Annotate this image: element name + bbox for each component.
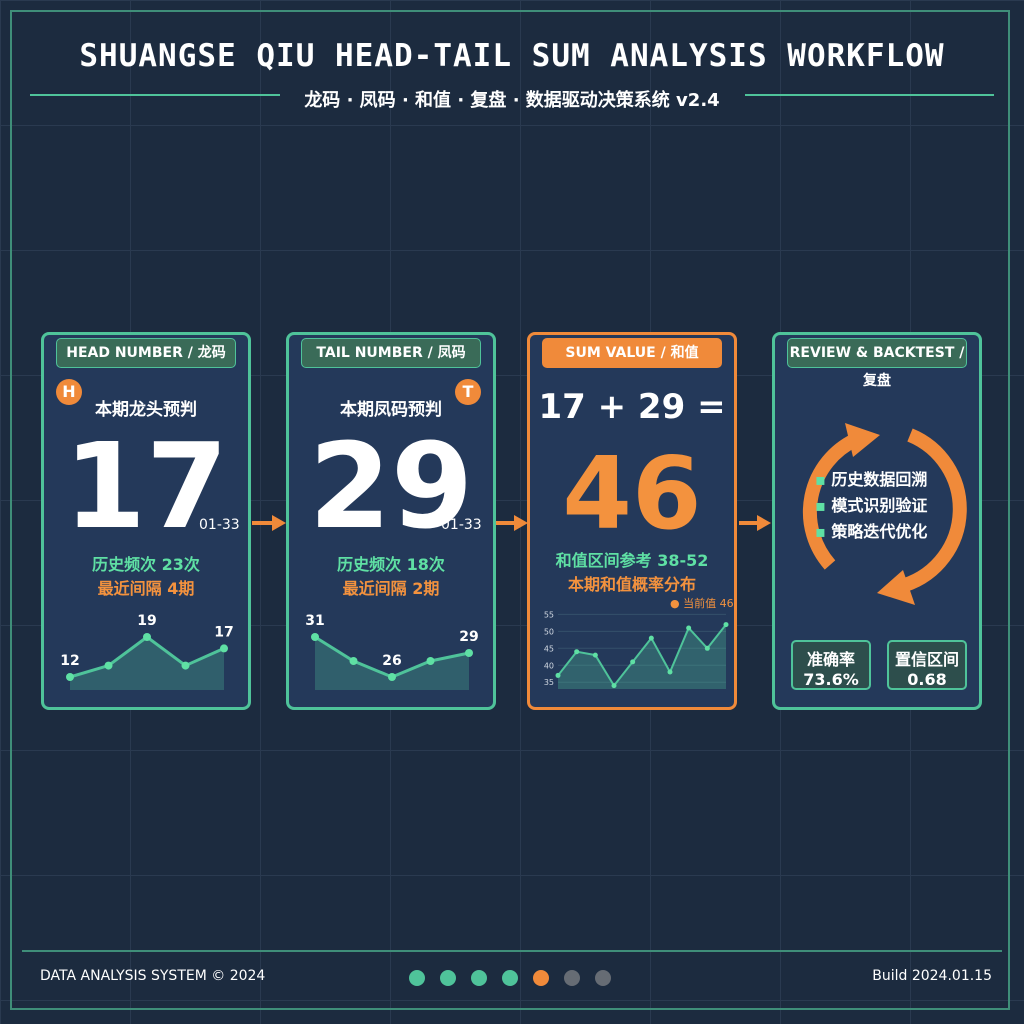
point-label: 26 bbox=[382, 653, 401, 669]
metric-label: 置信区间 bbox=[894, 650, 959, 669]
sparkline: 12 19 17 bbox=[60, 613, 234, 690]
title: SHUANGSE QIU HEAD-TAIL SUM ANALYSIS WORK… bbox=[79, 38, 945, 74]
point bbox=[465, 649, 473, 657]
point bbox=[220, 644, 228, 653]
area bbox=[315, 637, 469, 690]
card: REVIEW & BACKTEST / 复盘 ▪ 历史数据回溯 ▪ 模式识别验证… bbox=[772, 332, 982, 710]
subtitle: 龙码 · 凤码 · 和值 · 复盘 · 数据驱动决策系统 v2.4 bbox=[304, 90, 720, 111]
legend: ● 当前值 46 bbox=[670, 597, 734, 610]
point bbox=[686, 625, 692, 631]
caption: 本期凤码预判 bbox=[340, 400, 442, 420]
line bbox=[557, 623, 727, 688]
review-item: ▪ 历史数据回溯 bbox=[815, 470, 928, 489]
point bbox=[667, 669, 673, 675]
card-label: HEAD NUMBER / 龙码 bbox=[56, 338, 236, 368]
stat: 和值区间参考 38-52 bbox=[555, 551, 709, 570]
stat: 历史频次 18次 bbox=[337, 555, 445, 574]
footer-right: Build 2024.01.15 bbox=[872, 968, 992, 984]
point bbox=[311, 633, 319, 641]
point bbox=[555, 672, 561, 678]
review-list: ▪ 历史数据回溯 ▪ 模式识别验证 ▪ 策略迭代优化 bbox=[815, 467, 927, 545]
page-dots bbox=[409, 970, 611, 986]
point bbox=[66, 673, 74, 681]
y-tick-label: 50 bbox=[544, 627, 554, 636]
point bbox=[648, 635, 654, 641]
point-label: 29 bbox=[459, 629, 478, 645]
point bbox=[704, 645, 710, 651]
stat: 本期和值概率分布 bbox=[567, 575, 696, 594]
cycle-icon bbox=[802, 423, 967, 605]
badge: H bbox=[56, 379, 82, 405]
metric: 准确率 73.6% bbox=[791, 640, 871, 690]
point bbox=[630, 659, 636, 665]
card-label: TAIL NUMBER / 凤码 bbox=[301, 338, 481, 368]
y-tick-label: 45 bbox=[544, 644, 554, 653]
point bbox=[181, 661, 190, 670]
big-number: 17 bbox=[63, 417, 229, 555]
sparkline: 31 26 29 bbox=[305, 613, 479, 690]
point bbox=[104, 661, 113, 670]
area bbox=[558, 624, 726, 689]
card-label: SUM VALUE / 和值 bbox=[542, 338, 722, 368]
point bbox=[426, 657, 435, 665]
card: TAIL NUMBER / 凤码 T 本期凤码预判 29 01-33 历史频次 … bbox=[286, 332, 496, 710]
stat: 最近间隔 2期 bbox=[342, 579, 440, 598]
point-label: 31 bbox=[305, 613, 324, 629]
big-number: 46 bbox=[562, 435, 702, 552]
metric: 置信区间 0.68 bbox=[887, 640, 967, 690]
big-number: 29 bbox=[308, 417, 474, 555]
badge: T bbox=[455, 379, 481, 405]
footer-left: DATA ANALYSIS SYSTEM © 2024 bbox=[40, 968, 266, 984]
item-text: 策略迭代优化 bbox=[831, 522, 928, 541]
metric-value: 73.6% bbox=[803, 670, 859, 689]
arrows bbox=[252, 515, 771, 531]
footer: DATA ANALYSIS SYSTEM © 2024 Build 2024.0… bbox=[22, 950, 1002, 1004]
point-label: 19 bbox=[137, 613, 156, 629]
review-item: ▪ 模式识别验证 bbox=[815, 496, 928, 515]
item-text: 历史数据回溯 bbox=[831, 470, 928, 489]
point bbox=[611, 683, 617, 689]
caption: 本期龙头预判 bbox=[95, 400, 197, 420]
title-rule bbox=[30, 94, 994, 96]
review-item: ▪ 策略迭代优化 bbox=[815, 522, 928, 541]
metric-value: 0.68 bbox=[907, 670, 947, 689]
legend-text: 当前值 46 bbox=[683, 597, 734, 610]
metric-label: 准确率 bbox=[806, 650, 855, 669]
card: HEAD NUMBER / 龙码 H 本期龙头预判 17 01-33 历史频次 … bbox=[41, 332, 251, 710]
y-tick-label: 55 bbox=[544, 610, 554, 619]
point bbox=[574, 649, 580, 655]
area bbox=[70, 637, 224, 690]
y-tick-label: 35 bbox=[544, 678, 554, 687]
point bbox=[723, 622, 729, 628]
stat: 历史频次 23次 bbox=[92, 555, 200, 574]
chart: 35 40 45 50 55 bbox=[544, 610, 729, 689]
point bbox=[143, 633, 151, 641]
point bbox=[388, 673, 396, 681]
stat: 最近间隔 4期 bbox=[97, 579, 195, 598]
point-label: 17 bbox=[214, 624, 233, 640]
point-label: 12 bbox=[60, 653, 79, 669]
card: SUM VALUE / 和值 17 + 29 = 46 和值区间参考 38-52… bbox=[527, 332, 737, 710]
point bbox=[349, 657, 358, 665]
equation: 17 + 29 = bbox=[538, 387, 726, 427]
point bbox=[592, 652, 598, 658]
range: 01-33 bbox=[199, 517, 240, 533]
frame bbox=[10, 10, 1010, 1010]
card-label: REVIEW & BACKTEST / 复盘 bbox=[787, 338, 967, 389]
range: 01-33 bbox=[441, 517, 482, 533]
item-text: 模式识别验证 bbox=[831, 496, 928, 515]
y-tick-label: 40 bbox=[544, 661, 554, 670]
